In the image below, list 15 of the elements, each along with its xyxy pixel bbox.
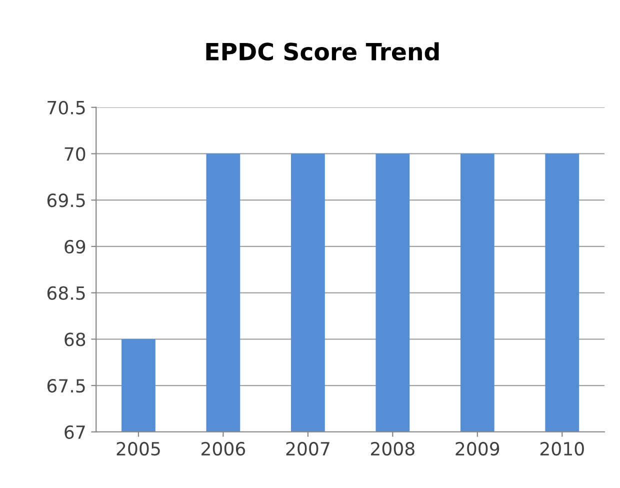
x-tick-label: 2007 <box>286 442 330 456</box>
y-tick-label: 70.5 <box>48 100 85 114</box>
x-tick-label: 2009 <box>456 442 500 456</box>
y-tick-label: 70 <box>64 147 86 161</box>
x-tick-label: 2006 <box>202 442 246 456</box>
x-tick-label: 2005 <box>116 442 160 456</box>
y-tick-label: 67.5 <box>47 378 85 393</box>
y-tick-label: 67 <box>64 425 85 439</box>
y-tick-label: 68 <box>64 332 86 346</box>
chart-title: EPDC Score Trend <box>206 42 439 61</box>
y-tick-label: 69 <box>64 240 86 254</box>
x-tick-label: 2008 <box>371 442 414 456</box>
x-tick-label: 2010 <box>540 442 584 456</box>
y-tick-label: 68.5 <box>47 286 85 300</box>
y-tick-label: 69.5 <box>47 194 85 208</box>
